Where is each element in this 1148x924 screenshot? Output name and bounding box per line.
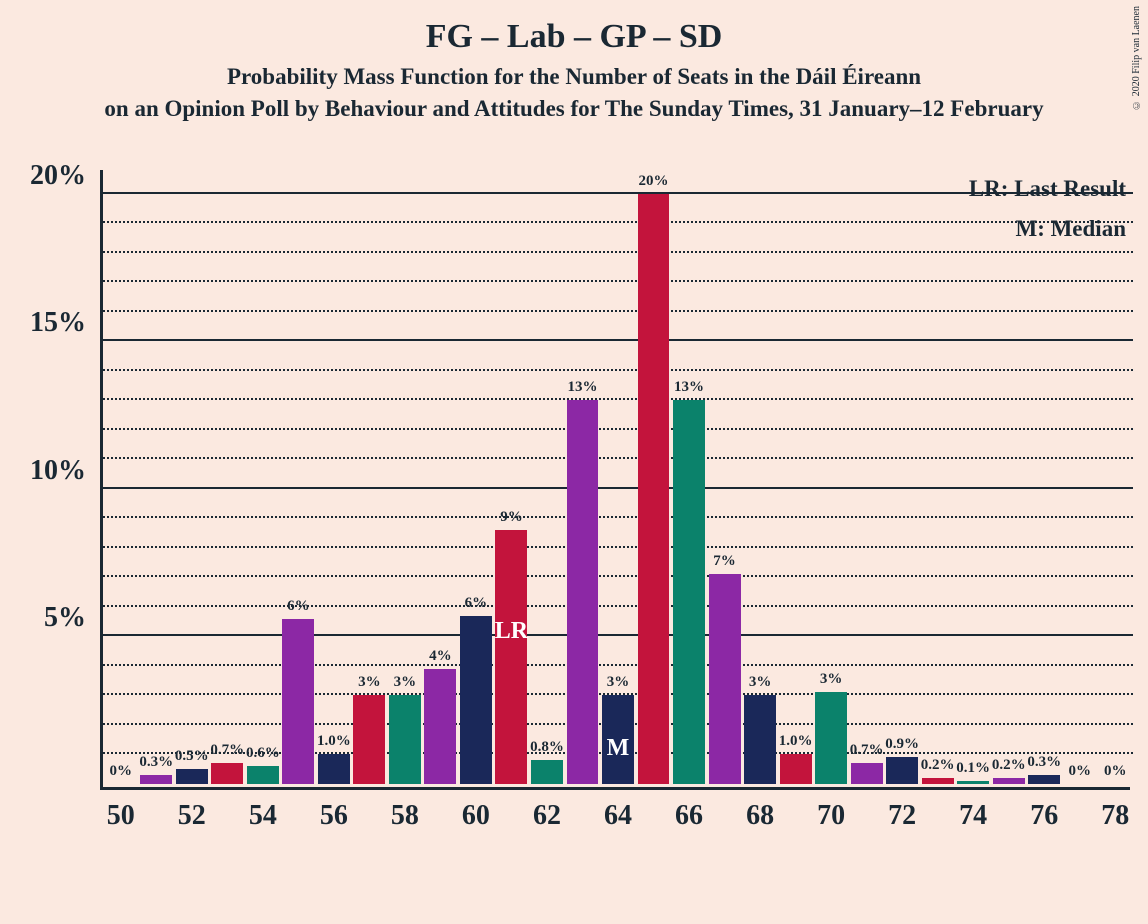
gridline bbox=[103, 280, 1133, 282]
bar bbox=[815, 692, 847, 784]
x-axis-label: 66 bbox=[675, 800, 703, 832]
gridline bbox=[103, 605, 1133, 607]
gridline bbox=[103, 546, 1133, 548]
bar-value-label: 0.3% bbox=[139, 754, 173, 771]
legend-last-result: LR: Last Result bbox=[969, 176, 1126, 202]
gridline bbox=[103, 516, 1133, 518]
x-axis-label: 60 bbox=[462, 800, 490, 832]
bar-value-label: 3% bbox=[358, 674, 381, 691]
plot-area: 5%10%15%20%50525456586062646668707274767… bbox=[100, 170, 1130, 790]
gridline bbox=[103, 310, 1133, 312]
bar bbox=[744, 695, 776, 784]
bar-value-label: 0% bbox=[1104, 763, 1127, 780]
bar-value-label: 0.7% bbox=[850, 742, 884, 759]
gridline bbox=[103, 221, 1133, 223]
gridline bbox=[103, 428, 1133, 430]
bar-value-label: 9% bbox=[500, 509, 523, 526]
bar bbox=[140, 775, 172, 784]
bar bbox=[638, 194, 670, 784]
gridline bbox=[103, 487, 1133, 489]
chart-title: FG – Lab – GP – SD bbox=[0, 0, 1148, 56]
bar-value-label: 0.1% bbox=[956, 760, 990, 777]
bar bbox=[247, 766, 279, 784]
bar bbox=[495, 530, 527, 784]
bar-value-label: 4% bbox=[429, 648, 452, 665]
y-axis-label: 5% bbox=[44, 602, 86, 634]
bar-value-label: 1.0% bbox=[779, 733, 813, 750]
chart-subsubtitle: on an Opinion Poll by Behaviour and Atti… bbox=[0, 90, 1148, 122]
bar bbox=[176, 769, 208, 784]
x-axis-label: 52 bbox=[178, 800, 206, 832]
bar bbox=[567, 400, 599, 784]
bar-value-label: 0.9% bbox=[885, 736, 919, 753]
bar-value-label: 0.2% bbox=[921, 757, 955, 774]
x-axis-label: 78 bbox=[1101, 800, 1129, 832]
gridline bbox=[103, 634, 1133, 636]
bar-value-label: 3% bbox=[820, 671, 843, 688]
x-axis-label: 56 bbox=[320, 800, 348, 832]
y-axis-label: 10% bbox=[30, 455, 86, 487]
bar-value-label: 7% bbox=[713, 553, 736, 570]
bar-value-label: 1.0% bbox=[317, 733, 351, 750]
bar bbox=[1028, 775, 1060, 784]
bar-value-label: 0.5% bbox=[175, 748, 209, 765]
bar-value-label: 3% bbox=[749, 674, 772, 691]
bar bbox=[922, 778, 954, 784]
gridline bbox=[103, 251, 1133, 253]
bar-value-label: 0% bbox=[1068, 763, 1091, 780]
mark-last-result: LR bbox=[495, 618, 528, 645]
x-axis-label: 54 bbox=[249, 800, 277, 832]
gridline bbox=[103, 457, 1133, 459]
chart-area: 5%10%15%20%50525456586062646668707274767… bbox=[100, 170, 1130, 790]
x-axis-label: 76 bbox=[1030, 800, 1058, 832]
bar-value-label: 6% bbox=[287, 598, 310, 615]
x-axis-label: 68 bbox=[746, 800, 774, 832]
bar-value-label: 13% bbox=[567, 379, 597, 396]
x-axis-label: 50 bbox=[107, 800, 135, 832]
bar-value-label: 13% bbox=[674, 379, 704, 396]
y-axis-label: 20% bbox=[30, 160, 86, 192]
bar-value-label: 0.3% bbox=[1027, 754, 1061, 771]
bar-value-label: 6% bbox=[465, 595, 488, 612]
copyright-text: © 2020 Filip van Laenen bbox=[1131, 6, 1142, 110]
bar-value-label: 0% bbox=[110, 763, 133, 780]
bar bbox=[957, 781, 989, 784]
legend-median: M: Median bbox=[1015, 216, 1126, 242]
gridline bbox=[103, 575, 1133, 577]
bar-value-label: 0.6% bbox=[246, 745, 280, 762]
bar-value-label: 20% bbox=[639, 173, 669, 190]
x-axis-label: 72 bbox=[888, 800, 916, 832]
bar bbox=[709, 574, 741, 784]
bar-value-label: 0.2% bbox=[992, 757, 1026, 774]
bar-value-label: 0.8% bbox=[530, 739, 564, 756]
x-axis-label: 58 bbox=[391, 800, 419, 832]
bar bbox=[886, 757, 918, 784]
bar-value-label: 3% bbox=[607, 674, 630, 691]
bar bbox=[211, 763, 243, 784]
bar bbox=[673, 400, 705, 784]
bar bbox=[353, 695, 385, 784]
bar bbox=[282, 619, 314, 784]
gridline bbox=[103, 664, 1133, 666]
chart-subtitle: Probability Mass Function for the Number… bbox=[0, 56, 1148, 90]
gridline bbox=[103, 369, 1133, 371]
y-axis-label: 15% bbox=[30, 307, 86, 339]
mark-median: M bbox=[607, 735, 630, 762]
bar bbox=[993, 778, 1025, 784]
x-axis-label: 64 bbox=[604, 800, 632, 832]
bar bbox=[424, 669, 456, 784]
bar bbox=[780, 754, 812, 784]
bar bbox=[389, 695, 421, 784]
bar bbox=[531, 760, 563, 784]
gridline bbox=[103, 339, 1133, 341]
x-axis-label: 62 bbox=[533, 800, 561, 832]
bar-value-label: 3% bbox=[394, 674, 417, 691]
gridline bbox=[103, 398, 1133, 400]
bar-value-label: 0.7% bbox=[210, 742, 244, 759]
x-axis-label: 70 bbox=[817, 800, 845, 832]
bar bbox=[851, 763, 883, 784]
x-axis-label: 74 bbox=[959, 800, 987, 832]
bar bbox=[318, 754, 350, 784]
bar bbox=[460, 616, 492, 784]
